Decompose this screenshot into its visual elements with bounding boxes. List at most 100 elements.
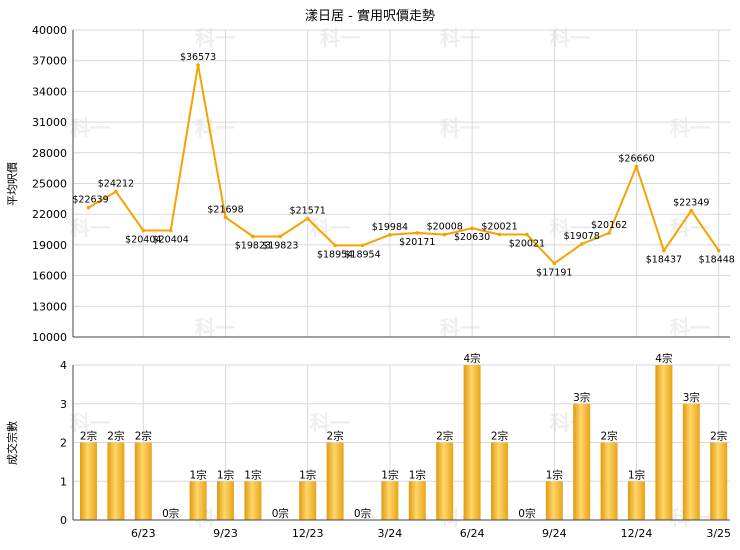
bar-data-label: 4宗	[655, 352, 672, 365]
bar-mark	[573, 403, 591, 520]
x-tick-label: 3/24	[378, 527, 403, 540]
bar-data-label: 0宗	[162, 507, 179, 520]
line-point	[689, 208, 694, 213]
watermark-mark: 科一	[195, 316, 235, 340]
bar-mark	[628, 481, 645, 520]
x-tick-label: 12/24	[621, 527, 653, 540]
bar-mark	[134, 442, 152, 520]
line-data-label: $21698	[207, 204, 243, 215]
line-data-label: $19823	[235, 240, 271, 251]
x-tick-label: 6/24	[460, 527, 485, 540]
watermark-mark: 科一	[550, 216, 590, 240]
line-point	[525, 232, 529, 237]
bar-mark	[408, 481, 426, 520]
line-data-label: $36573	[180, 52, 216, 63]
line-data-label: $18448	[699, 255, 735, 266]
line-y-tick-label: 19000	[32, 239, 67, 252]
line-data-label: $18437	[646, 255, 682, 266]
bar-data-label: 0宗	[272, 507, 289, 520]
bar-data-label: 3宗	[683, 391, 700, 404]
line-data-label: $20404	[125, 235, 161, 246]
bar-mark	[463, 365, 481, 520]
line-point	[497, 232, 502, 237]
bar-y-tick-label: 4	[60, 359, 67, 372]
bar-data-label: 2宗	[491, 430, 508, 443]
line-y-tick-label: 13000	[32, 300, 67, 313]
bar-data-label: 2宗	[327, 430, 344, 443]
bar-mark	[381, 481, 399, 520]
bar-data-label: 0宗	[518, 507, 535, 520]
bar-mark	[545, 481, 563, 520]
bar-mark	[682, 403, 700, 520]
bar-y-tick-label: 2	[60, 437, 67, 450]
watermark-mark: 科一	[70, 216, 110, 240]
bar-data-label: 1宗	[299, 468, 316, 481]
line-point	[223, 215, 228, 220]
line-point	[86, 205, 91, 210]
line-point	[470, 226, 474, 231]
line-point	[305, 216, 310, 221]
bar-mark	[107, 442, 125, 520]
line-point	[333, 243, 337, 248]
line-point	[607, 231, 611, 235]
line-data-label: $24212	[98, 179, 134, 190]
x-tick-label: 3/25	[706, 527, 731, 540]
x-tick-label: 9/24	[542, 527, 567, 540]
line-data-label: $20008	[427, 222, 463, 233]
line-data-label: $22639	[72, 195, 108, 206]
line-point	[388, 233, 392, 237]
line-data-label: $18954	[317, 249, 353, 260]
bar-data-label: 2宗	[601, 430, 618, 443]
bar-data-label: 1宗	[409, 468, 426, 481]
bar-data-label: 2宗	[107, 430, 124, 443]
line-point	[168, 228, 173, 233]
bar-mark	[80, 442, 97, 520]
watermark-mark: 科一	[70, 411, 110, 435]
x-tick-label: 9/23	[213, 527, 238, 540]
line-series-path	[87, 64, 720, 265]
line-y-tick-label: 37000	[32, 55, 67, 68]
line-data-label: $18954	[344, 249, 380, 260]
line-data-label: $19984	[372, 222, 408, 233]
bar-mark	[299, 481, 317, 520]
bar-data-label: 1宗	[190, 468, 207, 481]
bar-y-tick-label: 0	[60, 514, 67, 527]
watermark-mark: 科一	[670, 116, 710, 140]
line-data-label: $20162	[591, 220, 627, 231]
line-y-tick-label: 22000	[32, 208, 67, 221]
line-y-tick-label: 34000	[32, 85, 67, 98]
line-point	[579, 242, 584, 246]
line-y-tick-label: 40000	[32, 24, 67, 37]
bar-data-label: 2宗	[710, 430, 727, 443]
line-y-tick-label: 10000	[32, 331, 67, 344]
bar-data-label: 2宗	[135, 430, 152, 443]
watermark-mark: 科一	[310, 411, 350, 435]
watermark-mark: 科一	[440, 116, 480, 140]
bar-data-label: 4宗	[464, 352, 481, 365]
line-y-tick-label: 25000	[32, 178, 67, 191]
line-point	[634, 164, 639, 169]
line-data-label: $20404	[153, 235, 189, 246]
line-point	[141, 228, 146, 233]
x-tick-label: 12/23	[292, 527, 324, 540]
bar-mark	[655, 365, 673, 520]
line-data-label: $19823	[262, 240, 298, 251]
bar-mark	[326, 442, 344, 520]
chart-title: 漾日居 - 實用呎價走勢	[305, 8, 435, 24]
bar-mark	[600, 442, 618, 520]
line-data-label: $21571	[290, 206, 326, 217]
line-data-label: $20021	[481, 221, 517, 232]
line-data-label: $20630	[454, 232, 490, 243]
bar-mark	[244, 481, 262, 520]
line-point	[716, 248, 721, 253]
line-point	[360, 243, 365, 248]
bar-data-label: 1宗	[217, 468, 234, 481]
line-y-axis-label: 平均呎價	[5, 162, 19, 206]
line-data-label: $20171	[399, 237, 435, 248]
line-point	[552, 261, 557, 266]
line-y-tick-label: 31000	[32, 116, 67, 129]
watermark-mark: 科一	[70, 116, 110, 140]
bar-data-label: 1宗	[546, 468, 563, 481]
bar-mark	[491, 442, 508, 520]
